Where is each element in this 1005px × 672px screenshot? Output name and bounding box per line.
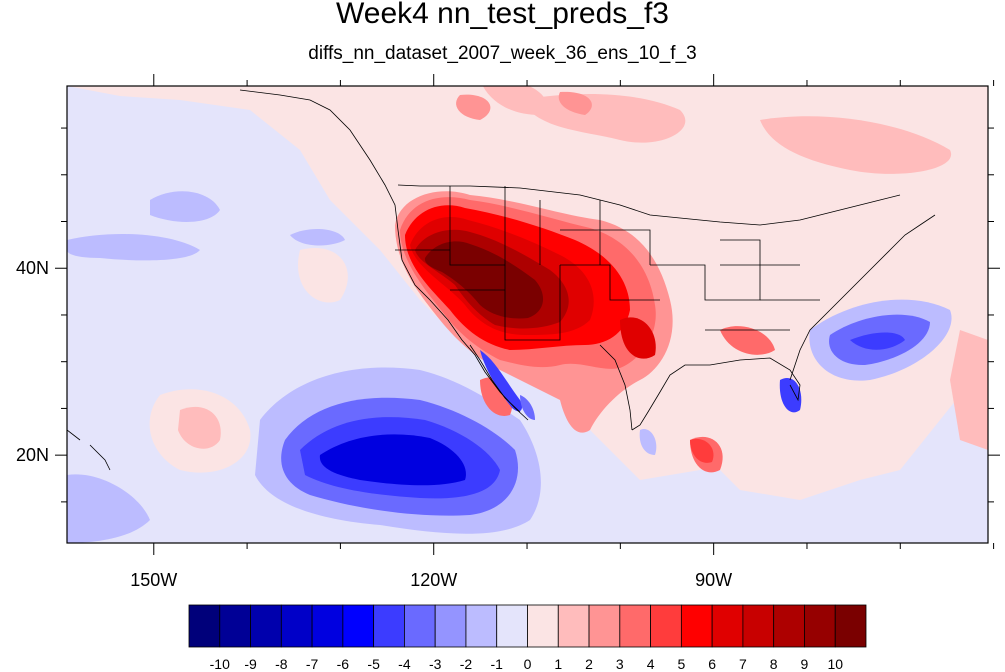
colorbar-box [557, 604, 590, 648]
colorbar-box [434, 604, 467, 648]
colorbar-label: -7 [306, 656, 319, 672]
colorbar-label: -8 [275, 656, 288, 672]
colorbar-label: 1 [554, 656, 562, 672]
colorbar-label: 6 [708, 656, 716, 672]
colorbar-box [280, 604, 313, 648]
field-contours [67, 86, 988, 543]
colorbar-label: -5 [367, 656, 380, 672]
colorbar-label: -3 [429, 656, 442, 672]
map-title: Week4 nn_test_preds_f3 [335, 0, 669, 30]
colorbar-box [834, 604, 867, 648]
colorbar-label: -1 [491, 656, 504, 672]
colorbar-box [219, 604, 251, 648]
colorbar-box [588, 604, 621, 648]
colorbar-boxes [188, 604, 867, 648]
colorbar-label: 7 [739, 656, 747, 672]
colorbar-label: 5 [677, 656, 685, 672]
colorbar-label: -6 [337, 656, 350, 672]
axis-ticks [55, 74, 1000, 555]
colorbar-box [250, 604, 282, 648]
y-tick-label: 40N [16, 258, 49, 278]
colorbar-box [311, 604, 344, 648]
colorbar-box [650, 604, 682, 648]
x-tick-label: 150W [130, 570, 177, 590]
colorbar-label: -9 [244, 656, 257, 672]
x-tick-label: 120W [410, 570, 457, 590]
colorbar-label: 10 [827, 656, 843, 672]
colorbar-box [404, 604, 436, 648]
colorbar-box [680, 604, 713, 648]
map-plot: 150W 120W 90W 40N 20N [16, 74, 1000, 590]
colorbar-label: 3 [616, 656, 624, 672]
colorbar-box [465, 604, 498, 648]
colorbar-box [742, 604, 775, 648]
colorbar-box [496, 604, 528, 648]
axis-tick-labels: 150W 120W 90W 40N 20N [16, 258, 732, 590]
colorbar-label: -10 [210, 656, 230, 672]
colorbar-label: 4 [647, 656, 655, 672]
colorbar-box [773, 604, 805, 648]
colorbar-labels: -10 -9 -8 -7 -6 -5 -4 -3 -2 -1 0 1 2 3 4 5 6 7 8 9 10 [210, 656, 844, 672]
colorbar-label: -2 [460, 656, 473, 672]
colorbar-label: 2 [585, 656, 593, 672]
colorbar-label: 8 [770, 656, 778, 672]
colorbar-box [373, 604, 405, 648]
colorbar-label: 0 [524, 656, 532, 672]
colorbar-box [188, 604, 221, 648]
colorbar-box [527, 604, 559, 648]
colorbar-label: -4 [398, 656, 411, 672]
colorbar-box [711, 604, 744, 648]
colorbar-box [619, 604, 651, 648]
colorbar-box [342, 604, 375, 648]
colorbar-box [804, 604, 836, 648]
map-subtitle: diffs_nn_dataset_2007_week_36_ens_10_f_3 [308, 43, 697, 64]
coastlines [67, 89, 936, 471]
colorbar-label: 9 [801, 656, 809, 672]
x-tick-label: 90W [695, 570, 732, 590]
y-tick-label: 20N [16, 445, 49, 465]
